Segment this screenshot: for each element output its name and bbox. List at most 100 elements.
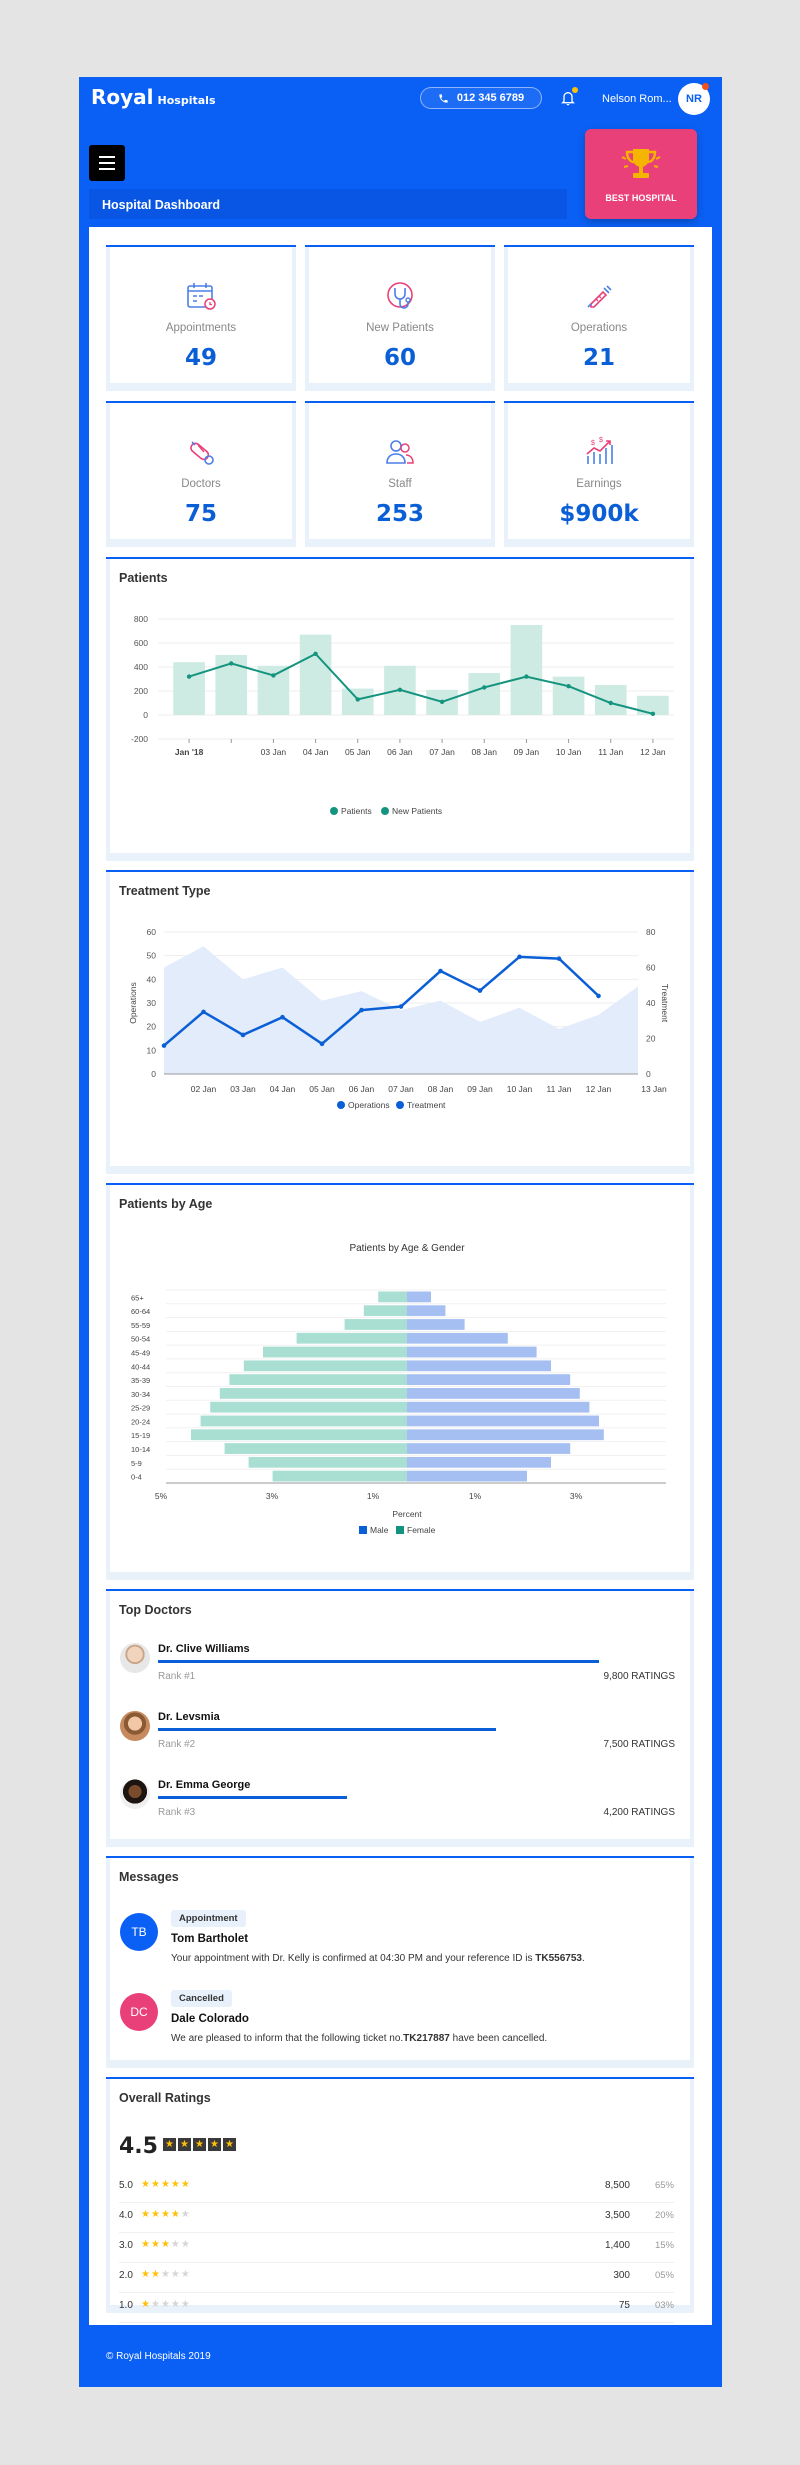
x-tick-label: 3%	[570, 1491, 583, 1501]
notifications-bell[interactable]	[560, 87, 578, 107]
rating-percent: 20%	[654, 2210, 674, 2221]
age-band-label: 25-29	[131, 1404, 150, 1413]
patients-card: Patients 800 600 400 200 0 -200 Jan '18 03 Jan 0…	[106, 557, 694, 861]
svg-text:$: $	[591, 440, 595, 447]
messages-title: Messages	[119, 1870, 179, 1884]
bar-female	[200, 1415, 407, 1427]
bar-female	[378, 1291, 407, 1303]
app-frame: Royal Hospitals 012 345 6789 Nelson Rom..…	[79, 77, 722, 2387]
legend-marker-operations	[337, 1101, 345, 1109]
doctor-row[interactable]: Dr. Levsmia Rank #2 7,500 RATINGS	[120, 1711, 675, 1761]
stat-value: 253	[375, 501, 424, 527]
legend-marker-new-patients	[381, 807, 389, 815]
bar-male	[407, 1360, 551, 1372]
y-tick-label: 30	[147, 998, 157, 1008]
point-new-patients	[482, 685, 487, 690]
legend-label-operations: Operations	[348, 1100, 390, 1110]
age-band-label: 10-14	[131, 1445, 150, 1454]
bar-patients	[468, 673, 501, 715]
brand-name: Royal	[91, 85, 154, 109]
bar-female	[224, 1443, 407, 1454]
y-tick-label: 0	[143, 710, 148, 720]
stat-card-earnings[interactable]: $ $ Earnings $900k	[504, 401, 694, 547]
doctor-rank: Rank #2	[158, 1739, 196, 1750]
legend-marker-treatment	[396, 1101, 404, 1109]
bar-male	[407, 1443, 571, 1454]
y-tick-label: 10	[147, 1045, 157, 1055]
point-new-patients	[524, 674, 529, 679]
doctor-row[interactable]: Dr. Clive Williams Rank #1 9,800 RATINGS	[120, 1643, 675, 1693]
patients-title: Patients	[119, 571, 168, 585]
doctor-name: Dr. Levsmia	[158, 1711, 220, 1723]
x-tick-label: 1%	[469, 1491, 482, 1501]
y-tick-label: 60	[147, 927, 157, 937]
x-tick-label: 13 Jan	[641, 1084, 667, 1094]
user-avatar[interactable]: NR	[678, 83, 710, 115]
message-item[interactable]: DC Cancelled Dale Colorado We are please…	[120, 1990, 680, 2063]
bell-icon	[561, 92, 575, 106]
bar-patients	[594, 685, 627, 715]
age-band-label: 50-54	[131, 1335, 150, 1344]
x-tick-label: 03 Jan	[261, 747, 287, 757]
y-tick-label: 200	[134, 686, 148, 696]
brand-logo[interactable]: Royal Hospitals	[91, 85, 216, 109]
phone-icon	[439, 93, 448, 103]
x-tick-label: 06 Jan	[387, 747, 413, 757]
legend-label-female: Female	[407, 1525, 436, 1535]
point-new-patients	[229, 661, 234, 666]
rating-count: 3,500	[604, 2210, 630, 2221]
age-band-label: 30-34	[131, 1390, 150, 1399]
rating-percent: 03%	[654, 2300, 674, 2311]
star-icon: ★	[163, 2138, 176, 2151]
x-tick-label: 05 Jan	[345, 747, 371, 757]
sender-avatar: DC	[120, 1993, 158, 2031]
star-icon: ★	[160, 2299, 171, 2310]
y-tick-label: 600	[134, 638, 148, 648]
bar-male	[407, 1305, 446, 1317]
rating-stars: ★★★★★	[141, 2269, 191, 2280]
score-stars: ★ ★ ★ ★ ★	[163, 2138, 236, 2151]
legend-marker-male	[359, 1526, 367, 1534]
point-new-patients	[439, 699, 445, 704]
stat-card-operations[interactable]: Operations 21	[504, 245, 694, 391]
bar-male	[407, 1401, 590, 1413]
star-icon: ★	[150, 2209, 161, 2220]
y2-tick-label: 20	[646, 1034, 656, 1044]
dashboard-main: Appointments 49 New Patients 60 Operatio…	[89, 227, 712, 2325]
doctor-row[interactable]: Dr. Emma George Rank #3 4,200 RATINGS	[120, 1779, 675, 1829]
rating-level: 4.0	[119, 2210, 133, 2221]
avatar-initials: NR	[686, 93, 702, 105]
bar-patients	[637, 695, 669, 715]
stat-value: 60	[383, 345, 416, 371]
legend-label-treatment: Treatment	[407, 1100, 446, 1110]
bar-female	[191, 1429, 407, 1441]
message-item[interactable]: TB Appointment Tom Bartholet Your appoin…	[120, 1910, 680, 1983]
stat-card-staff[interactable]: Staff 253	[305, 401, 495, 547]
pills-icon	[190, 441, 214, 465]
star-icon: ★	[170, 2269, 181, 2280]
star-icon: ★	[150, 2179, 161, 2190]
message-badge: Cancelled	[171, 1990, 232, 2007]
bar-male	[407, 1388, 580, 1399]
bar-male	[407, 1429, 604, 1441]
x-tick-label: 3%	[266, 1491, 279, 1501]
star-icon: ★	[141, 2299, 151, 2310]
star-icon: ★	[178, 2138, 191, 2151]
user-name[interactable]: Nelson Rom...	[602, 93, 672, 105]
rating-row: 1.0 75 03% ★★★★★	[119, 2293, 674, 2323]
doctor-name: Dr. Clive Williams	[158, 1643, 250, 1655]
stat-card-appointments[interactable]: Appointments 49	[106, 245, 296, 391]
stat-card-doctors[interactable]: Doctors 75	[106, 401, 296, 547]
users-icon	[386, 440, 414, 464]
doctor-ratings: 9,800 RATINGS	[603, 1671, 675, 1682]
trophy-icon	[621, 149, 661, 178]
phone-pill[interactable]: 012 345 6789	[420, 87, 542, 109]
bar-female	[344, 1319, 407, 1330]
bar-male	[407, 1332, 508, 1344]
x-tick-label: 02 Jan	[191, 1084, 217, 1094]
stat-card-new-patients[interactable]: New Patients 60	[305, 245, 495, 391]
menu-button[interactable]	[89, 145, 125, 181]
y2-tick-label: 60	[646, 963, 656, 973]
bar-male	[407, 1346, 537, 1358]
